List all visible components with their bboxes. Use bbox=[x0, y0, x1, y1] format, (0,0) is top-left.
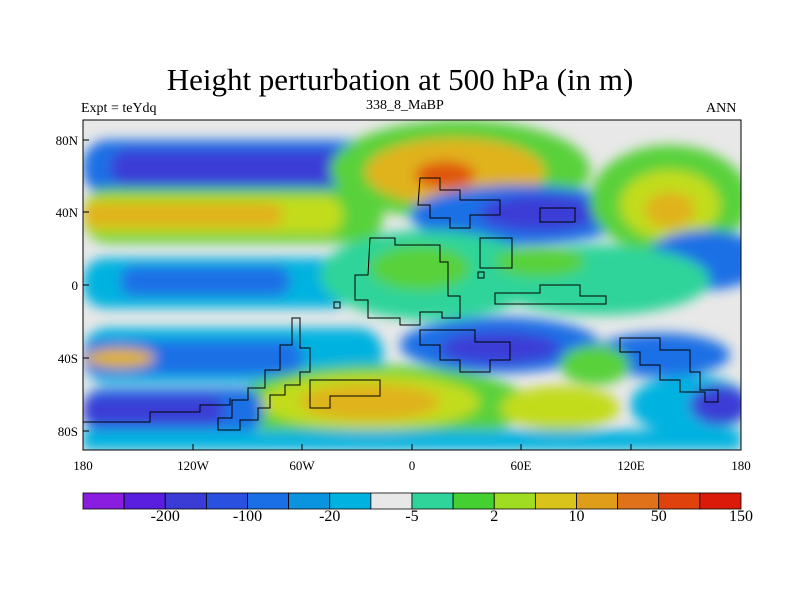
colorbar-swatch bbox=[370, 492, 413, 510]
field-region bbox=[500, 386, 620, 430]
field-region bbox=[120, 266, 290, 296]
coastline bbox=[83, 398, 231, 423]
field-region bbox=[495, 247, 585, 277]
coastline bbox=[619, 337, 719, 403]
lon-tick-label: 120W bbox=[177, 458, 210, 473]
colorbar-swatch bbox=[82, 492, 125, 510]
colorbar-label: -200 bbox=[150, 508, 180, 525]
colorbar-swatch bbox=[205, 492, 248, 510]
colorbar-label: 2 bbox=[490, 508, 499, 525]
coastline bbox=[419, 329, 511, 373]
field-region bbox=[110, 150, 350, 185]
lon-tick-label: 60E bbox=[511, 458, 532, 473]
colorbar-label: -20 bbox=[319, 508, 341, 525]
colorbar-label: 50 bbox=[650, 508, 667, 525]
season-label: ANN bbox=[706, 101, 737, 116]
lat-tick-label: 80N bbox=[56, 133, 79, 148]
colorbar-swatch bbox=[164, 492, 207, 510]
field-region bbox=[83, 396, 223, 424]
lon-axis: 180 120W 60W 0 60E 120E 180 bbox=[73, 444, 751, 473]
field-region bbox=[370, 246, 470, 290]
coastline bbox=[309, 379, 381, 409]
coastline bbox=[354, 237, 461, 326]
lon-tick-label: 120E bbox=[617, 458, 645, 473]
colorbar-swatch bbox=[411, 492, 454, 510]
field-region bbox=[83, 203, 283, 227]
colorbar-label: 10 bbox=[568, 508, 585, 525]
coastline bbox=[494, 284, 607, 305]
colorbar-swatch bbox=[534, 492, 577, 510]
colorbar-label: 150 bbox=[729, 508, 753, 525]
continent-outlines bbox=[83, 177, 719, 431]
experiment-label: Expt = teYdq bbox=[81, 101, 157, 116]
colorbar-swatch bbox=[699, 492, 742, 510]
colorbar-swatch bbox=[329, 492, 372, 510]
chart-title: Height perturbation at 500 hPa (in m) bbox=[166, 62, 634, 97]
field-region bbox=[690, 385, 741, 425]
lat-tick-label: 0 bbox=[72, 278, 79, 293]
colorbar-swatch bbox=[452, 492, 495, 510]
coastline bbox=[539, 207, 576, 223]
colorbar-swatch bbox=[493, 492, 536, 510]
coastline bbox=[477, 271, 485, 279]
lon-tick-label: 180 bbox=[73, 458, 93, 473]
colorbar-label: -100 bbox=[232, 508, 263, 525]
field-region bbox=[415, 161, 475, 189]
colorbar-label: -5 bbox=[405, 508, 419, 525]
colorbar-swatch bbox=[247, 492, 290, 510]
colorbar-swatch bbox=[288, 492, 331, 510]
lat-tick-label: 40N bbox=[56, 205, 79, 220]
lon-tick-label: 0 bbox=[409, 458, 416, 473]
field-region bbox=[440, 332, 560, 364]
field-region bbox=[85, 348, 155, 368]
coastline bbox=[217, 317, 311, 431]
field-region bbox=[83, 430, 741, 450]
field-region bbox=[300, 384, 440, 420]
coastline bbox=[333, 301, 341, 309]
coastline bbox=[417, 177, 501, 229]
lat-tick-label: 40S bbox=[58, 351, 78, 366]
colorbar-swatch bbox=[576, 492, 619, 510]
colorbar bbox=[82, 492, 742, 510]
lon-tick-label: 180 bbox=[731, 458, 751, 473]
period-label: 338_8_MaBP bbox=[366, 98, 444, 113]
colorbar-swatch bbox=[123, 492, 166, 510]
colorbar-swatch bbox=[658, 492, 701, 510]
field-region bbox=[560, 345, 630, 385]
lat-tick-label: 80S bbox=[58, 424, 78, 439]
coastline bbox=[479, 237, 513, 269]
field-region bbox=[645, 192, 695, 228]
colorbar-swatch bbox=[617, 492, 660, 510]
lat-axis: 80N 40N 0 40S 80S bbox=[56, 133, 89, 439]
lon-tick-label: 60W bbox=[289, 458, 315, 473]
